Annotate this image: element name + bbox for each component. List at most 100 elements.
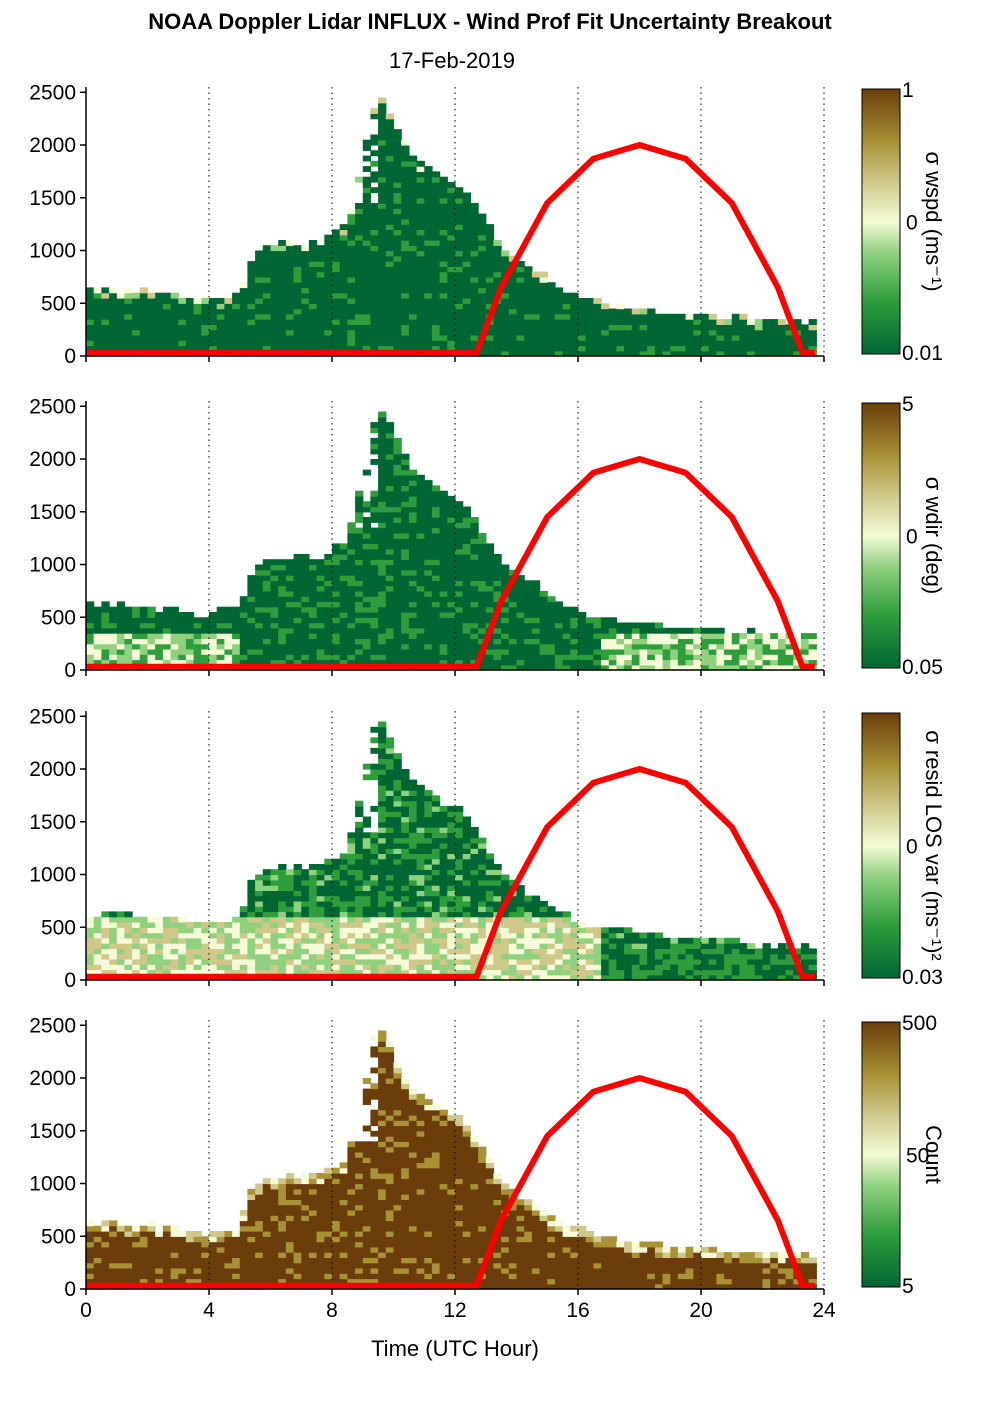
heatmap-cell [601,937,610,944]
heatmap-cell [401,895,410,902]
heatmap-cell [155,303,164,310]
heatmap-cell [378,448,387,455]
heatmap-cell [393,869,402,876]
heatmap-cell [209,964,218,971]
heatmap-cell [439,506,448,513]
heatmap-cell [470,890,479,897]
heatmap-cell [416,543,425,550]
heatmap-cell [455,234,464,241]
heatmap-cell [693,969,702,976]
heatmap-cell [447,622,456,629]
heatmap-cell [339,937,348,944]
heatmap-cell [362,585,372,592]
heatmap-cell [439,864,448,870]
heatmap-cell [278,245,287,252]
heatmap-cell [370,422,379,428]
heatmap-cell [708,334,717,341]
heatmap-cell [578,659,587,666]
heatmap-cell [585,298,594,304]
heatmap-cell [393,638,402,645]
heatmap-cell [701,350,710,357]
heatmap-cell [147,329,156,336]
heatmap-cell [378,864,387,870]
heatmap-cell [378,890,387,897]
heatmap-cell [447,606,456,613]
heatmap-cell [524,340,533,347]
heatmap-cell [431,324,441,331]
heatmap-cell [462,287,471,294]
heatmap-cell [431,827,441,833]
heatmap-cell [393,837,402,844]
heatmap-cell [385,869,395,876]
heatmap-cell [408,848,418,854]
heatmap-cell [539,638,548,645]
colorbar-tick-label: 0 [906,526,918,549]
heatmap-cell [224,969,233,976]
heatmap-cell [501,308,510,315]
heatmap-cell [462,958,471,965]
heatmap-cell [585,340,594,347]
heatmap-cell [324,606,333,613]
heatmap-cell [493,633,502,639]
heatmap-cell [431,622,441,629]
heatmap-cell [401,266,410,273]
heatmap-cell [401,276,410,283]
heatmap-cell [462,234,471,241]
heatmap-cell [401,527,410,534]
heatmap-cell [355,308,364,315]
heatmap-cell [431,208,441,215]
heatmap-cell [677,664,687,671]
heatmap-cell [162,627,172,634]
heatmap-cell [139,319,149,325]
heatmap-cell [86,1278,95,1285]
heatmap-cell [585,313,594,320]
heatmap-cell [570,292,579,299]
heatmap-cell [478,869,487,876]
heatmap-cell [285,869,295,876]
heatmap-cell [608,974,618,981]
heatmap-cell [262,345,272,352]
heatmap-cell [408,543,418,550]
heatmap-cell [324,292,333,299]
heatmap-cell [339,659,348,666]
heatmap-cell [808,958,817,965]
heatmap-cell [562,606,571,613]
heatmap-cell [416,308,425,315]
heatmap-cell [324,234,333,241]
heatmap-cell [224,659,233,666]
heatmap-cell [447,580,456,587]
heatmap-cell [562,911,571,918]
heatmap-cell [455,585,464,592]
heatmap-cell [270,559,279,566]
heatmap-cell [624,638,633,645]
heatmap-cell [754,324,764,331]
heatmap-cell [562,622,571,629]
heatmap-cell [654,958,664,965]
heatmap-cell [332,266,341,273]
heatmap-cell [408,474,418,481]
heatmap-cell [701,654,710,661]
heatmap-cell [470,958,479,965]
heatmap-cell [424,559,433,566]
heatmap-cell [493,580,502,587]
heatmap-cell [470,292,479,299]
heatmap-cell [439,648,448,655]
heatmap-cell [393,208,402,215]
heatmap-cell [347,585,356,592]
heatmap-cell [109,313,118,320]
heatmap-cell [262,564,272,571]
heatmap-cell [401,548,410,555]
heatmap-cell [262,874,272,881]
heatmap-cell [508,638,518,645]
heatmap-cell [447,869,456,876]
heatmap-cell [624,927,633,934]
heatmap-cell [593,329,602,336]
heatmap-cell [93,287,102,294]
heatmap-cell [647,319,656,325]
heatmap-cell [332,643,341,650]
heatmap-cell [424,858,433,865]
heatmap-cell [162,324,172,331]
y-tick-label: 500 [41,292,76,315]
heatmap-cell [424,948,433,955]
heatmap-cell [308,282,318,289]
